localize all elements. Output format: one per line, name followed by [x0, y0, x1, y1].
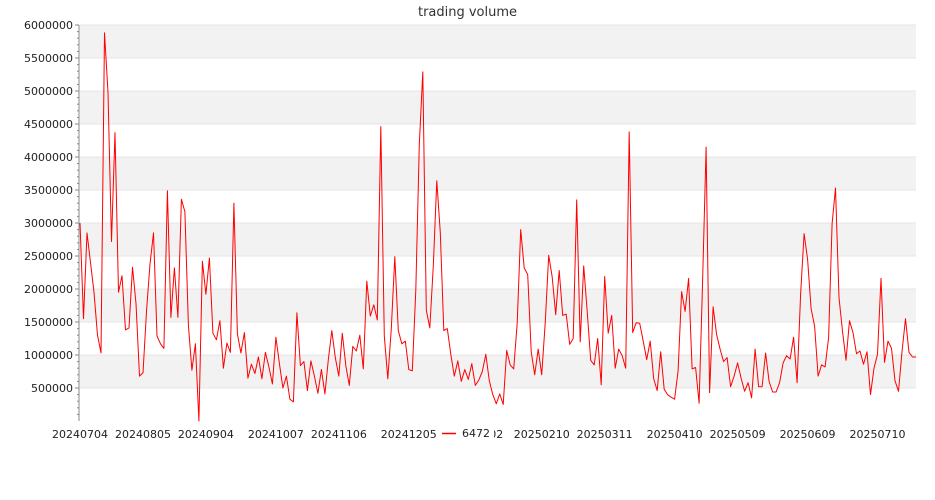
series-layer: [79, 32, 916, 422]
grid-band: [80, 289, 916, 322]
y-tick-label: 4000000: [24, 151, 73, 164]
y-tick-label: 5000000: [24, 85, 73, 98]
y-tick-label: 3500000: [24, 184, 73, 197]
series-line-6472: [79, 32, 916, 422]
x-tick-label: 20241106: [311, 428, 367, 441]
legend-label: 6472: [462, 427, 490, 440]
legend: 6472: [438, 424, 494, 440]
x-tick-label: 20250609: [780, 428, 836, 441]
y-tick-label: 1000000: [24, 349, 73, 362]
y-tick-label: 2000000: [24, 283, 73, 296]
chart-title: trading volume: [418, 5, 517, 20]
x-tick-label: 20240805: [115, 428, 171, 441]
x-tick-label: 20240904: [178, 428, 234, 441]
y-tick-label: 2500000: [24, 250, 73, 263]
y-tick-label: 500000: [31, 382, 73, 395]
legend-background: [438, 424, 494, 440]
x-tick-label: 20240704: [52, 428, 108, 441]
x-tick-label: 20241205: [381, 428, 437, 441]
x-tick-label: 20241007: [248, 428, 304, 441]
y-tick-label: 5500000: [24, 52, 73, 65]
x-tick-label: 20250710: [850, 428, 906, 441]
y-tick-label: 4500000: [24, 118, 73, 131]
grid-band: [80, 355, 916, 388]
grid-band: [80, 91, 916, 124]
y-tick-label: 1500000: [24, 316, 73, 329]
y-axis: 500000 1000000 1500000 2000000 2500000 300000…: [24, 19, 80, 421]
x-tick-label: 20250210: [514, 428, 570, 441]
grid-band: [80, 223, 916, 256]
background-bands: [80, 24, 916, 389]
y-tick-label: 6000000: [24, 19, 73, 32]
grid-band: [80, 157, 916, 190]
x-tick-label: 20250509: [710, 428, 766, 441]
y-tick-label: 3000000: [24, 217, 73, 230]
x-tick-label: 20250311: [577, 428, 633, 441]
grid-band: [80, 25, 916, 58]
x-tick-label: 20250410: [647, 428, 703, 441]
